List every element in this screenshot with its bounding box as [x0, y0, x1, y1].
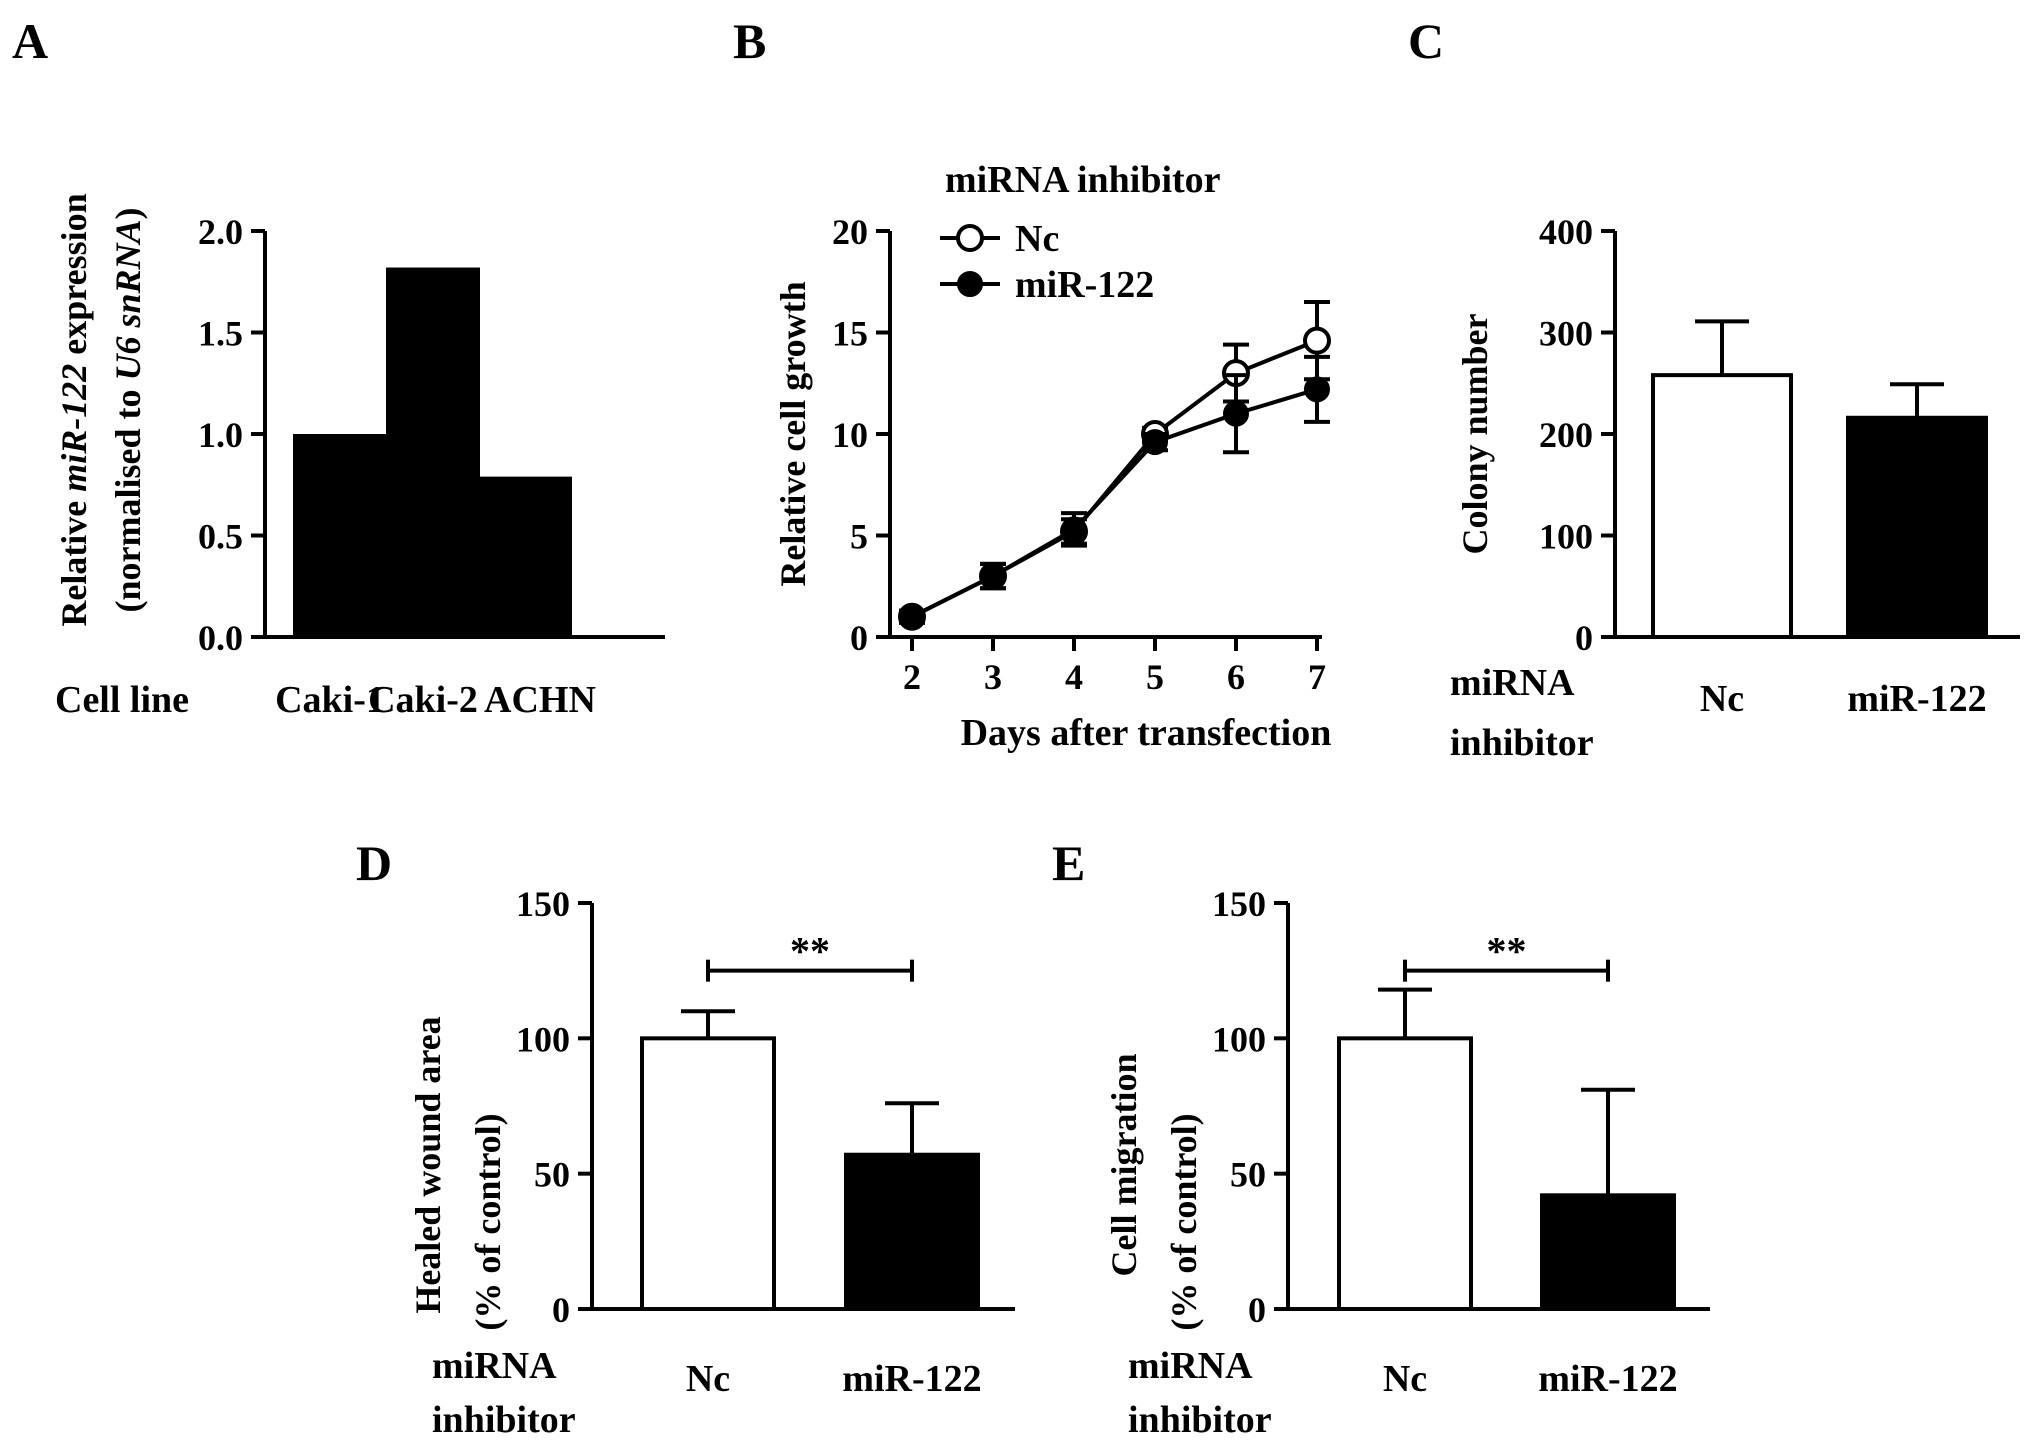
x-tick-label: 6 — [1227, 657, 1245, 697]
data-point — [1303, 326, 1331, 355]
legend-item-label: Nc — [1015, 218, 1059, 260]
bar-mir-122 — [844, 1152, 980, 1311]
y-axis-title: Relative cell growth — [773, 281, 813, 586]
x-tick-label: 7 — [1308, 657, 1326, 697]
panel-e-letter: E — [1052, 835, 1085, 891]
y-axis-title: Healed wound area — [408, 1016, 448, 1313]
y-tick-label: 0 — [850, 618, 868, 658]
y-tick-label: 200 — [1539, 415, 1593, 455]
panel-b-letter: B — [733, 13, 766, 69]
panel-b-plot: 0 5 10 15 20 2 3 4 5 6 7 Days after transfection Rel… — [773, 212, 1331, 754]
data-point — [980, 563, 1006, 590]
x-tick-label: 5 — [1146, 657, 1164, 697]
x-category-label: miR-122 — [1538, 1358, 1677, 1400]
y-tick-label: 0.5 — [198, 517, 243, 557]
y-tick-label: 0 — [1575, 618, 1593, 658]
panel-a: A Relative miR-122 expression (normalise… — [12, 13, 665, 721]
panel-e-plot: 0 50 100 150 Nc miR-122 ** Cell migration — [1104, 884, 1710, 1400]
data-point — [899, 603, 925, 630]
panel-d-ylabel-line2: (% of control) — [468, 1113, 508, 1330]
x-category-label: Caki-2 — [368, 679, 478, 721]
x-category-label: miR-122 — [842, 1358, 981, 1400]
y-tick-label: 150 — [516, 884, 570, 924]
bar-nc — [1337, 1036, 1473, 1312]
x-category-label: Nc — [686, 1358, 730, 1400]
panel-d-xgroup-label-line1: miRNA — [432, 1345, 557, 1387]
panel-c-plot: 0 100 200 300 400 Nc miR-122 Colony number — [1455, 212, 2020, 720]
data-point — [1304, 376, 1330, 403]
data-point — [1142, 429, 1168, 456]
y-tick-label: 5 — [850, 517, 868, 557]
series-line-mir-122 — [911, 387, 1318, 619]
y-tick-label: 2.0 — [198, 212, 243, 252]
bar-nc — [640, 1036, 776, 1312]
x-tick-label: 4 — [1065, 657, 1083, 697]
data-point — [1223, 400, 1249, 427]
panel-d-plot: 0 50 100 150 Nc miR-122 ** Healed wound area — [408, 884, 1015, 1400]
panel-b: B miRNA inhibitor 0 5 10 15 20 2 3 4 5 6 7 Days aft… — [733, 13, 1331, 754]
bar-achn — [478, 476, 572, 637]
series-line-nc — [911, 338, 1318, 619]
x-axis-title: Days after transfection — [961, 712, 1332, 754]
legend-marker — [957, 271, 983, 297]
x-category-label: Caki-1 — [275, 679, 385, 721]
y-tick-label: 0.0 — [198, 618, 243, 658]
legend-item-label: miR-122 — [1015, 264, 1154, 306]
y-tick-label: 100 — [1212, 1019, 1266, 1059]
y-tick-label: 50 — [1230, 1155, 1266, 1195]
y-tick-label: 400 — [1539, 212, 1593, 252]
y-tick-label: 100 — [1539, 517, 1593, 557]
panel-d: D (% of control) 0 50 100 150 Nc miR-122 ** Hea… — [356, 835, 1015, 1441]
y-tick-label: 1.5 — [198, 314, 243, 354]
panel-c-letter: C — [1408, 13, 1444, 69]
panel-e-xgroup-label-line2: inhibitor — [1128, 1399, 1272, 1441]
x-tick-label: 2 — [903, 657, 921, 697]
y-tick-label: 100 — [516, 1019, 570, 1059]
panel-b-legend-title: miRNA inhibitor — [945, 159, 1221, 201]
panel-e: E (% of control) 0 50 100 150 Nc miR-122 ** Cel… — [1052, 835, 1710, 1441]
panel-d-xgroup-label-line2: inhibitor — [432, 1399, 576, 1441]
y-tick-label: 0 — [552, 1290, 570, 1330]
x-category-label: miR-122 — [1847, 678, 1986, 720]
panel-a-letter: A — [12, 13, 48, 69]
significance-label: ** — [1487, 929, 1527, 974]
panel-a-xgroup-label: Cell line — [55, 679, 189, 721]
panel-c-xgroup-label-line1: miRNA — [1450, 662, 1575, 704]
x-category-label: ACHN — [484, 679, 596, 721]
bar-nc — [1651, 373, 1793, 639]
y-tick-label: 300 — [1539, 314, 1593, 354]
x-tick-label: 3 — [984, 657, 1002, 697]
y-axis-title: Colony number — [1455, 313, 1495, 554]
y-tick-label: 15 — [832, 314, 868, 354]
y-tick-label: 50 — [534, 1155, 570, 1195]
panel-a-ylabel-line1: Relative miR-122 expression — [54, 193, 94, 626]
y-tick-label: 1.0 — [198, 415, 243, 455]
y-tick-label: 150 — [1212, 884, 1266, 924]
legend-marker — [956, 224, 984, 252]
x-category-label: Nc — [1700, 678, 1744, 720]
panel-e-ylabel-line2: (% of control) — [1164, 1113, 1204, 1330]
panel-d-letter: D — [356, 835, 392, 891]
bar-mir-122 — [1846, 415, 1988, 640]
y-tick-label: 0 — [1248, 1290, 1266, 1330]
y-tick-label: 20 — [832, 212, 868, 252]
significance-label: ** — [790, 929, 830, 974]
y-axis-title: Cell migration — [1104, 1054, 1144, 1277]
x-category-label: Nc — [1383, 1358, 1427, 1400]
bar-caki-1 — [293, 434, 387, 637]
panel-a-ylabel-line2: (normalised to U6 snRNA) — [108, 207, 148, 612]
bar-caki-2 — [386, 267, 480, 637]
panel-e-xgroup-label-line1: miRNA — [1128, 1345, 1253, 1387]
data-point — [1061, 516, 1087, 543]
bar-mir-122 — [1540, 1193, 1676, 1311]
panel-c-xgroup-label-line2: inhibitor — [1450, 722, 1594, 764]
panel-c: C 0 100 200 300 400 Nc miR-122 Colony number mi… — [1408, 13, 2020, 764]
y-tick-label: 10 — [832, 415, 868, 455]
